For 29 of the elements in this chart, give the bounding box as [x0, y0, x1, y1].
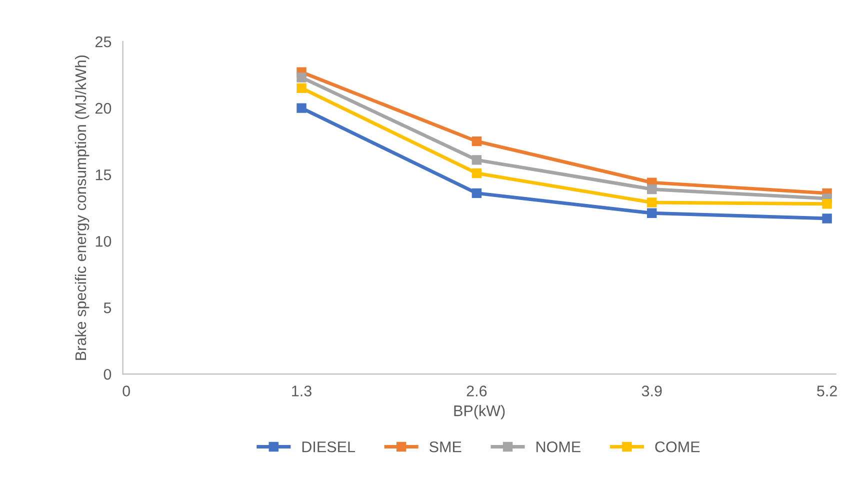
x-tick-label: 2.6 [466, 386, 487, 396]
point [296, 83, 306, 93]
point [647, 184, 657, 194]
point [472, 155, 482, 165]
point [822, 214, 832, 224]
legend-label: DIESEL [302, 441, 355, 452]
y-tick-label: 0 [104, 368, 112, 380]
y-tick-label: 15 [96, 170, 112, 180]
x-tick-label: 0 [122, 386, 130, 396]
y-tick-label: 25 [96, 36, 112, 48]
point [296, 72, 306, 82]
y-tick-label: 5 [104, 302, 112, 314]
x-tick-label: 1.3 [292, 386, 312, 396]
point [296, 103, 306, 113]
point [472, 188, 482, 198]
point [472, 136, 482, 146]
x-tick-label: 5.2 [817, 386, 837, 396]
x-tick-label: 3.9 [642, 386, 662, 396]
y-tick-label: 20 [96, 102, 112, 114]
point [647, 198, 657, 208]
point [472, 168, 482, 178]
y-tick-label: 10 [96, 236, 112, 247]
legend-label: COME [655, 441, 700, 452]
y-axis-title: Brake specific energy consumption (MJ/kWh) [74, 56, 90, 360]
point [822, 198, 832, 209]
legend-label: SME [430, 441, 462, 452]
x-axis-title: BP(kW) [454, 404, 505, 420]
legend-label: NOME [536, 441, 580, 452]
point [647, 208, 657, 218]
